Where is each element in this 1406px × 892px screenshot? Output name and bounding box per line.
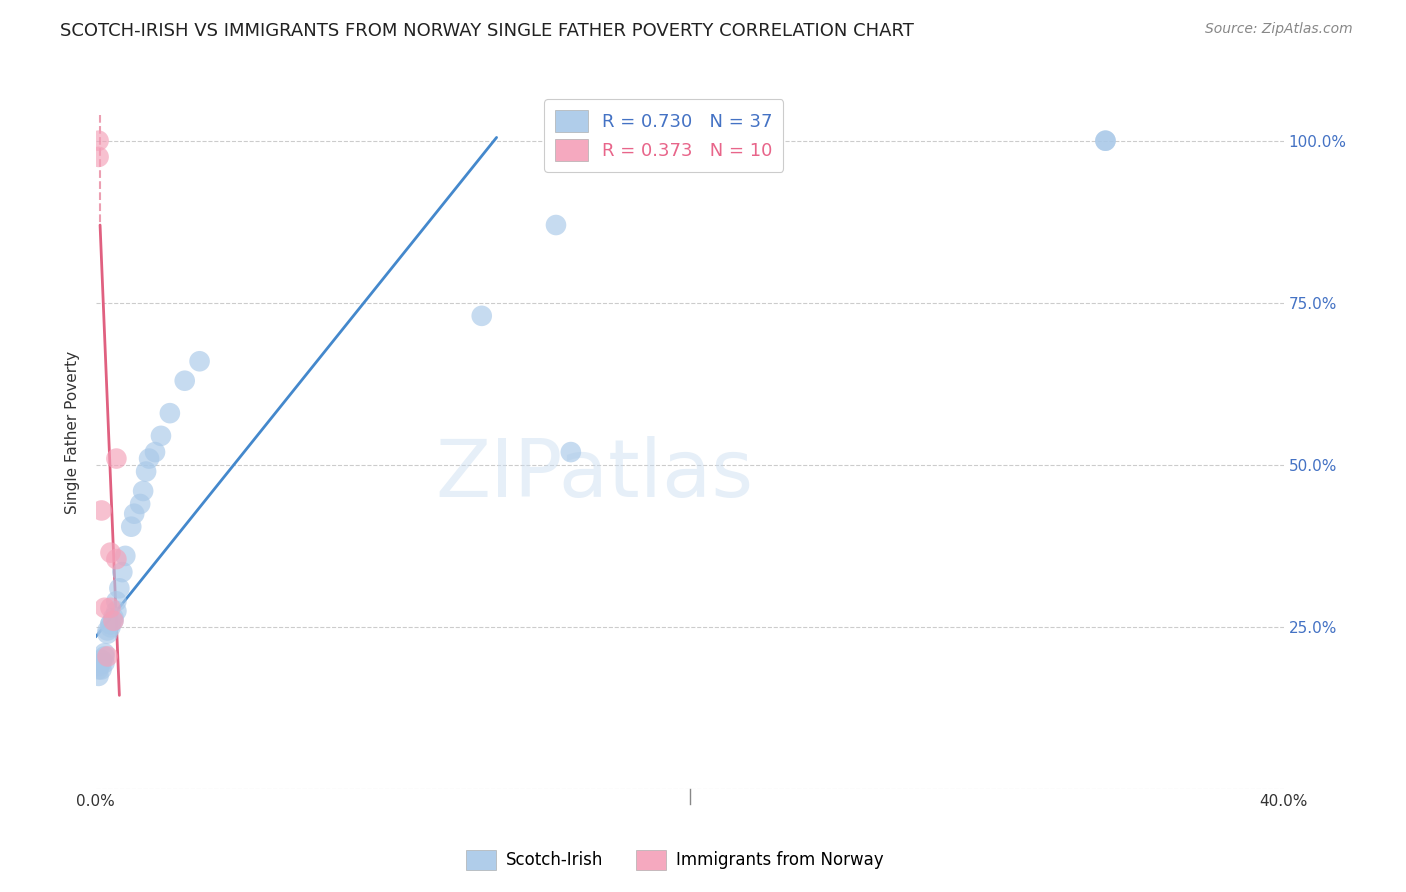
Point xyxy=(96,624,118,638)
Point xyxy=(560,445,582,459)
Point xyxy=(544,218,567,232)
Point xyxy=(93,646,115,660)
Point xyxy=(105,604,128,618)
Point xyxy=(105,552,128,566)
Point xyxy=(120,519,142,533)
Point xyxy=(103,614,125,628)
Point xyxy=(90,656,112,670)
Point xyxy=(103,614,125,628)
Point xyxy=(111,565,134,579)
Point xyxy=(1094,134,1116,148)
Text: SCOTCH-IRISH VS IMMIGRANTS FROM NORWAY SINGLE FATHER POVERTY CORRELATION CHART: SCOTCH-IRISH VS IMMIGRANTS FROM NORWAY S… xyxy=(60,22,914,40)
Point xyxy=(149,429,172,443)
Point xyxy=(138,451,160,466)
Point xyxy=(108,582,131,596)
Point xyxy=(87,659,110,673)
Point xyxy=(122,507,145,521)
Point xyxy=(90,662,112,676)
Point xyxy=(100,620,122,634)
Point xyxy=(87,662,110,676)
Point xyxy=(87,134,110,148)
Point xyxy=(471,309,494,323)
Legend: R = 0.730   N = 37, R = 0.373   N = 10: R = 0.730 N = 37, R = 0.373 N = 10 xyxy=(544,99,783,172)
Text: ZIPatlas: ZIPatlas xyxy=(436,436,754,515)
Point xyxy=(173,374,195,388)
Point xyxy=(93,656,115,670)
Point xyxy=(114,549,136,563)
Point xyxy=(90,653,112,667)
Point xyxy=(188,354,211,368)
Point xyxy=(87,150,110,164)
Point xyxy=(143,445,166,459)
Point xyxy=(100,617,122,632)
Point xyxy=(132,483,155,498)
Point xyxy=(135,465,157,479)
Point xyxy=(90,503,112,517)
Point xyxy=(93,600,115,615)
Point xyxy=(96,626,118,640)
Point xyxy=(129,497,152,511)
Point xyxy=(159,406,181,420)
Y-axis label: Single Father Poverty: Single Father Poverty xyxy=(65,351,80,514)
Legend: Scotch-Irish, Immigrants from Norway: Scotch-Irish, Immigrants from Norway xyxy=(458,843,891,877)
Point xyxy=(96,649,118,664)
Point xyxy=(1094,134,1116,148)
Text: Source: ZipAtlas.com: Source: ZipAtlas.com xyxy=(1205,22,1353,37)
Point xyxy=(100,617,122,632)
Point xyxy=(87,669,110,683)
Point xyxy=(105,594,128,608)
Point xyxy=(103,610,125,624)
Point xyxy=(100,546,122,560)
Point xyxy=(100,600,122,615)
Point xyxy=(93,649,115,664)
Point xyxy=(105,451,128,466)
